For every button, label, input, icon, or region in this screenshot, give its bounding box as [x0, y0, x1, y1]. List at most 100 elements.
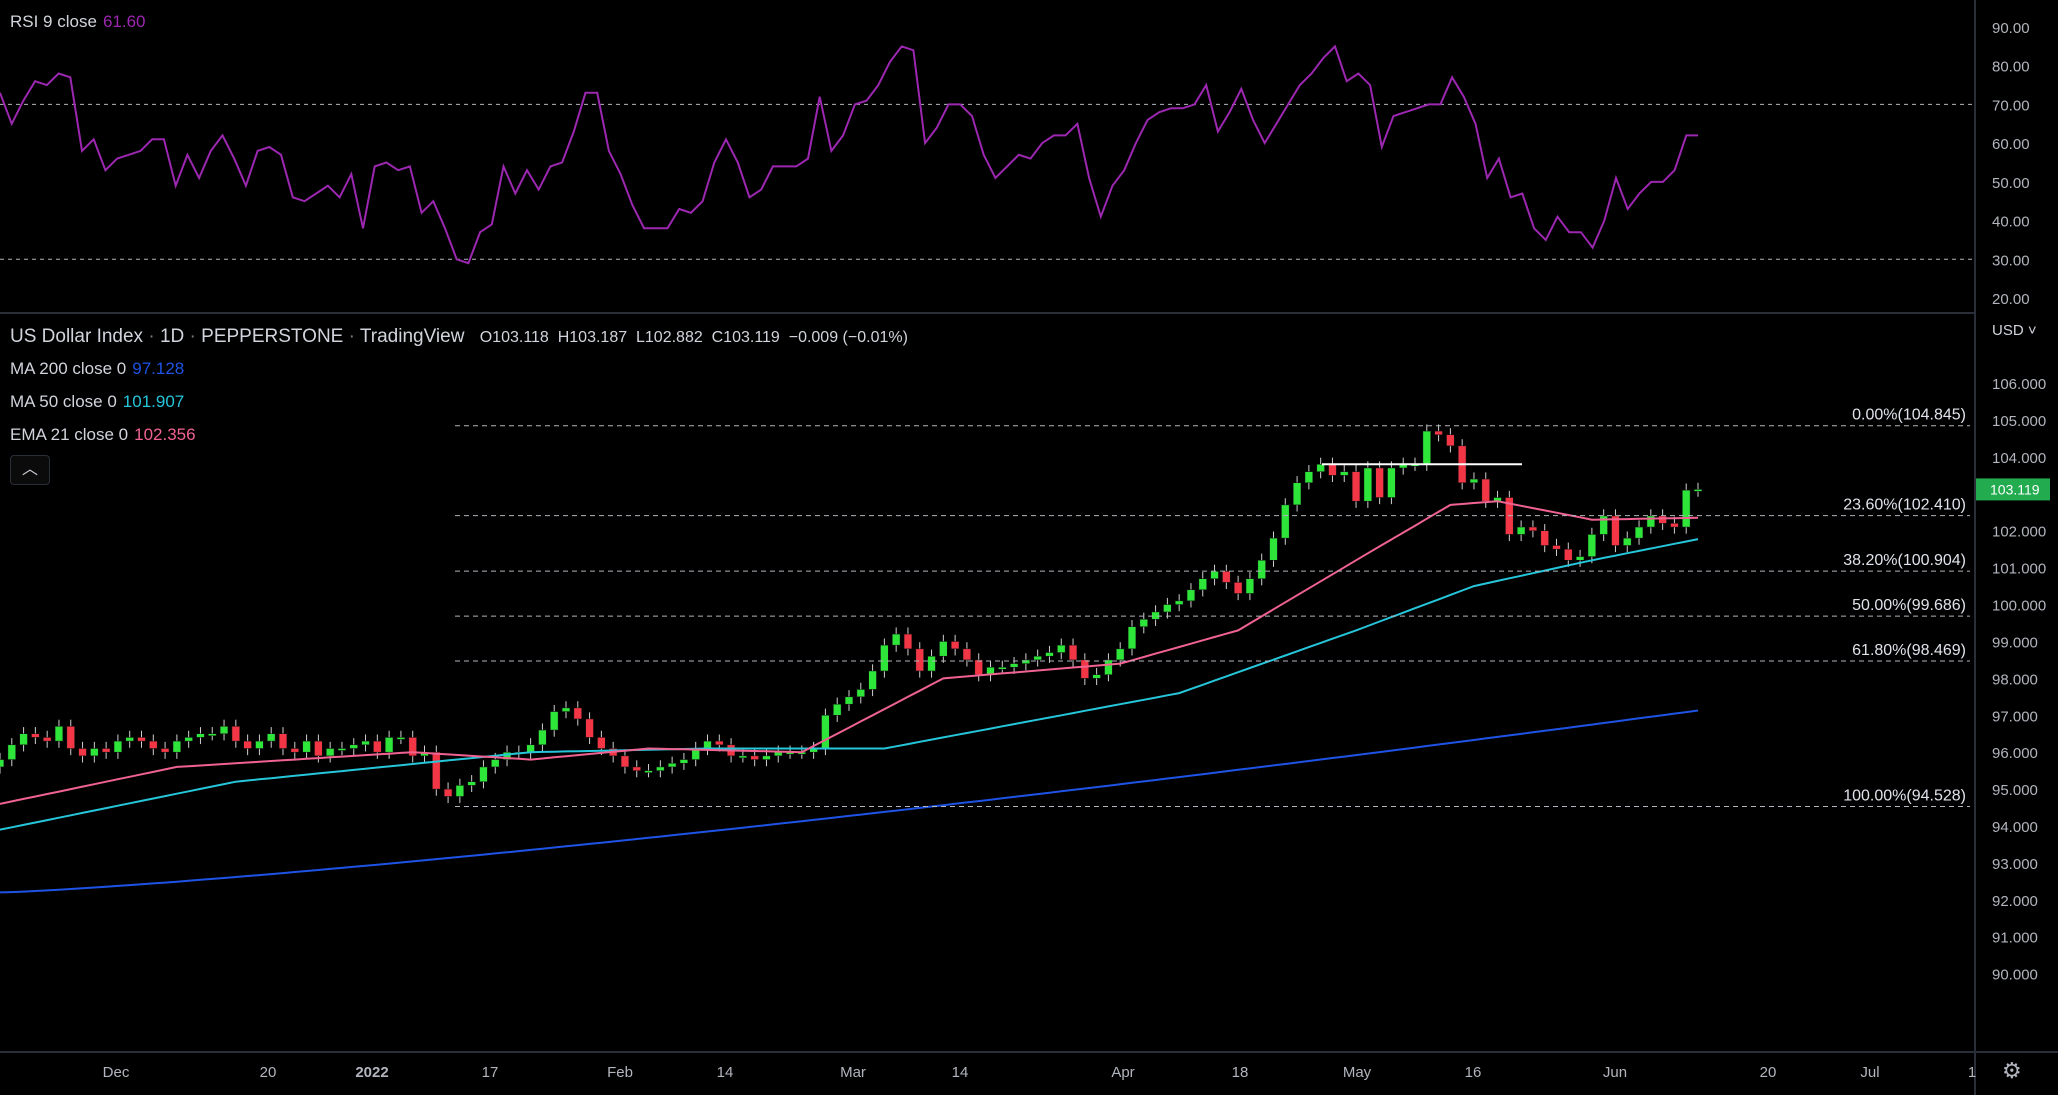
candle-body: [1658, 515, 1667, 524]
rsi-axis-tick: 60.00: [1992, 136, 2030, 153]
indicator-value: 101.907: [122, 392, 185, 411]
candle-body: [1186, 589, 1196, 602]
rsi-axis-tick: 30.00: [1992, 252, 2030, 269]
candle-body: [1611, 515, 1620, 546]
candle-body: [349, 744, 358, 749]
candle-body: [1068, 644, 1078, 661]
candle-body: [1139, 619, 1148, 627]
candle-body: [620, 755, 630, 768]
candle-body: [1163, 604, 1172, 613]
candle-body: [149, 740, 158, 749]
candle-body: [1175, 600, 1184, 605]
candle-body: [219, 726, 229, 734]
symbol-name: US Dollar Index: [10, 326, 144, 347]
candle-body: [821, 715, 830, 749]
price-axis-tick: 92.000: [1992, 893, 2038, 910]
candle-body: [833, 703, 842, 716]
symbol-interval: 1D: [159, 326, 185, 347]
fib-level-label: 23.60%(102.410): [1843, 497, 1966, 514]
candle-body: [915, 648, 924, 672]
candle-body: [231, 726, 240, 742]
candle-body: [1340, 471, 1349, 476]
rsi-axis-tick: 50.00: [1992, 175, 2030, 192]
candle-body: [1045, 652, 1054, 657]
candle-body: [1623, 537, 1632, 546]
candle-body: [939, 641, 948, 657]
candle-body: [750, 755, 759, 760]
gear-icon[interactable]: ⚙: [2002, 1058, 2022, 1083]
time-axis-tick: Apr: [1111, 1064, 1134, 1081]
rsi-legend-value: 61.60: [102, 12, 146, 31]
candle-body: [1116, 648, 1125, 661]
indicator-legend-ma50[interactable]: MA 50 close 0 101.907: [10, 392, 184, 412]
symbol-legend[interactable]: US Dollar Index · 1D · PEPPERSTONE · Tra…: [10, 326, 908, 347]
rsi-pane[interactable]: [0, 44, 1698, 265]
time-axis-tick: 20: [260, 1064, 277, 1081]
candle-body: [1434, 430, 1443, 436]
candle-body: [1127, 626, 1137, 650]
candle-body: [267, 733, 276, 742]
time-axis-tick: 18: [1232, 1064, 1249, 1081]
candle-body: [974, 659, 983, 675]
candle-body: [1375, 467, 1384, 498]
candle-body: [1304, 471, 1314, 483]
fib-level-label: 38.20%(100.904): [1843, 552, 1966, 569]
price-axis-tick: 97.000: [1992, 708, 2038, 725]
rsi-axis-tick: 90.00: [1992, 20, 2030, 37]
candle-body: [1009, 663, 1019, 668]
indicator-legend-ema21[interactable]: EMA 21 close 0 102.356: [10, 425, 196, 445]
candle-body: [90, 748, 99, 757]
candle-body: [880, 644, 889, 672]
candle-body: [1634, 526, 1644, 539]
candle-body: [408, 737, 417, 757]
candle-body: [1033, 655, 1042, 661]
candle-body: [7, 744, 16, 760]
rsi-line: [0, 44, 1698, 265]
candle-body: [1198, 578, 1207, 591]
candle-body: [1552, 545, 1561, 550]
candle-body: [561, 707, 571, 712]
candle-body: [1387, 467, 1396, 498]
candle-body: [373, 740, 382, 753]
price-axis-tick: 106.000: [1992, 376, 2046, 393]
price-axis-tick: 94.000: [1992, 819, 2038, 836]
price-axis-tick: 102.000: [1992, 524, 2046, 541]
candle-body: [1151, 611, 1160, 620]
candle-body: [1481, 478, 1490, 502]
indicator-legend-ma200[interactable]: MA 200 close 0 97.128: [10, 359, 184, 379]
ema21-line: [0, 500, 1699, 805]
candle-body: [1351, 471, 1361, 502]
candle-body: [903, 633, 913, 650]
candle-body: [1564, 548, 1573, 561]
candle-body: [137, 737, 146, 742]
candle-body: [679, 759, 689, 764]
currency-selector[interactable]: USD ˅: [1992, 322, 2037, 339]
price-axis-tick: 105.000: [1992, 413, 2046, 430]
price-pane[interactable]: 0.00%(104.845) 23.60%(102.410) 38.20%(100.…: [0, 407, 1970, 894]
candle-body: [302, 740, 311, 753]
rsi-axis-tick: 70.00: [1992, 97, 2030, 114]
candle-body: [526, 744, 535, 753]
rsi-legend[interactable]: RSI 9 close 61.60: [10, 12, 145, 32]
candle-body: [278, 733, 288, 749]
candle-body: [856, 689, 865, 698]
symbol-exchange: PEPPERSTONE: [201, 326, 344, 347]
candle-body: [667, 763, 677, 768]
candle-body: [196, 733, 205, 738]
candle-body: [255, 740, 264, 749]
candle-body: [644, 770, 653, 773]
price-axis-tick: 99.000: [1992, 634, 2038, 651]
fib-level-label: 50.00%(99.686): [1852, 597, 1966, 614]
candle-body: [31, 733, 40, 738]
collapse-legend-button[interactable]: ︿: [10, 455, 50, 485]
candle-body: [66, 726, 75, 749]
candle-body: [1328, 464, 1337, 476]
time-axis-tick: 16: [1465, 1064, 1482, 1081]
candle-body: [1469, 478, 1479, 483]
time-axis-tick: 17: [482, 1064, 499, 1081]
currency-label: USD: [1992, 322, 2024, 339]
candle-body: [432, 751, 441, 790]
candle-body: [1682, 489, 1691, 528]
time-axis-tick: Mar: [840, 1064, 866, 1081]
